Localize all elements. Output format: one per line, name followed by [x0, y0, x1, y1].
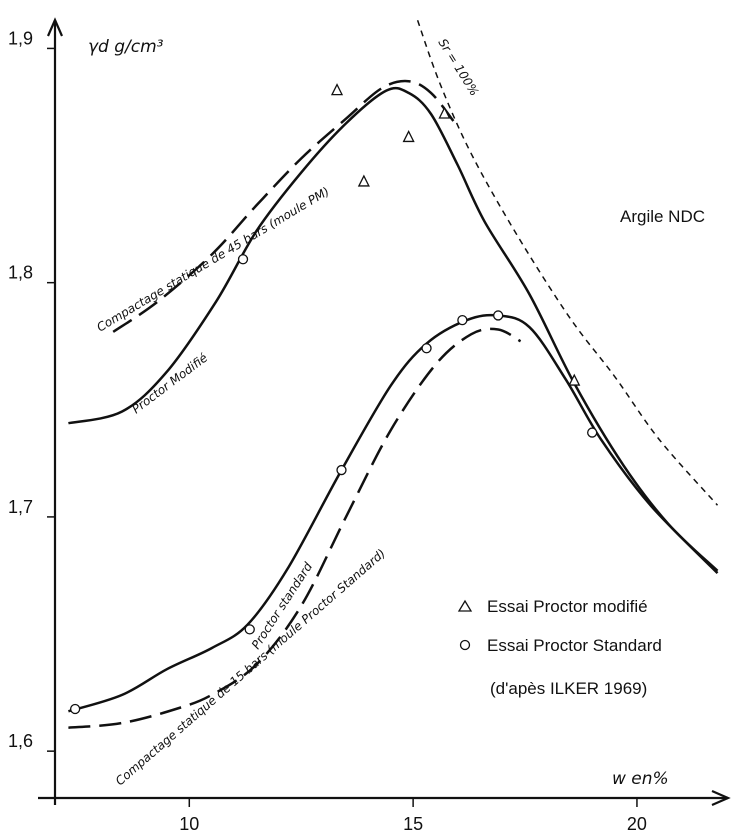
- y-axis-label: γd g/cm³: [88, 37, 164, 57]
- legend-label-proctor-standard: Essai Proctor Standard: [487, 636, 662, 655]
- proctor-modifie-point: [357, 174, 370, 187]
- proctor-standard-point: [421, 343, 432, 354]
- proctor-standard-point: [69, 703, 81, 715]
- proctor-standard-point: [237, 254, 249, 265]
- legend-label-proctor-modifie: Essai Proctor modifié: [487, 597, 648, 616]
- curves: [68, 20, 719, 729]
- proctor-modifie-point: [568, 373, 581, 386]
- proctor-standard-point: [493, 310, 504, 321]
- curve-label-proctor-modifie: Proctor Modifié: [129, 351, 210, 417]
- proctor-standard-point: [457, 314, 468, 326]
- axes: 10 15 20 1,6 1,7 1,8 1,9: [8, 17, 731, 834]
- proctor-standard-point: [244, 624, 255, 635]
- proctor-modifie-point: [438, 106, 451, 119]
- series-sr-100: [416, 20, 719, 506]
- series-compactage-statique-de-15-bars-moule-proctor-standard: [68, 327, 522, 729]
- series-proctor-modifie: [68, 86, 719, 572]
- y-tick-label: 1,6: [8, 731, 33, 751]
- y-tick-label: 1,7: [8, 497, 33, 517]
- proctor-modifie-point: [330, 83, 344, 96]
- legend: Essai Proctor modifié Essai Proctor Stan…: [457, 597, 662, 655]
- x-tick-label: 10: [179, 814, 199, 834]
- series-proctor-standard: [68, 313, 719, 713]
- curve-label-sr-100: Sr = 100%: [435, 36, 481, 98]
- legend-triangle-icon: [457, 599, 473, 612]
- x-axis-label: w en%: [612, 769, 669, 789]
- legend-circle-icon: [459, 639, 471, 651]
- proctor-standard-point: [587, 427, 598, 438]
- x-tick-label: 20: [627, 814, 647, 834]
- y-tick-label: 1,9: [8, 28, 33, 48]
- y-tick-label: 1,8: [8, 263, 33, 283]
- labels: Compactage statique de 45 bars (moule PM…: [94, 36, 481, 788]
- x-axis-arrow-icon: [711, 789, 731, 807]
- y-axis-arrow-icon: [46, 17, 64, 37]
- proctor-modifie-point: [402, 129, 415, 143]
- data-points: [69, 83, 598, 715]
- curve-label-compactage-statique-de-45-bars-moule-pm: Compactage statique de 45 bars (moule PM…: [94, 184, 331, 334]
- source-annotation: (d'apès ILKER 1969): [490, 679, 647, 698]
- curve-label-compactage-statique-de-15-bars-moule-proctor-standard: Compactage statique de 15 bars (moule Pr…: [113, 546, 388, 788]
- material-annotation: Argile NDC: [620, 207, 705, 226]
- x-tick-label: 15: [403, 814, 423, 834]
- proctor-standard-point: [336, 464, 347, 476]
